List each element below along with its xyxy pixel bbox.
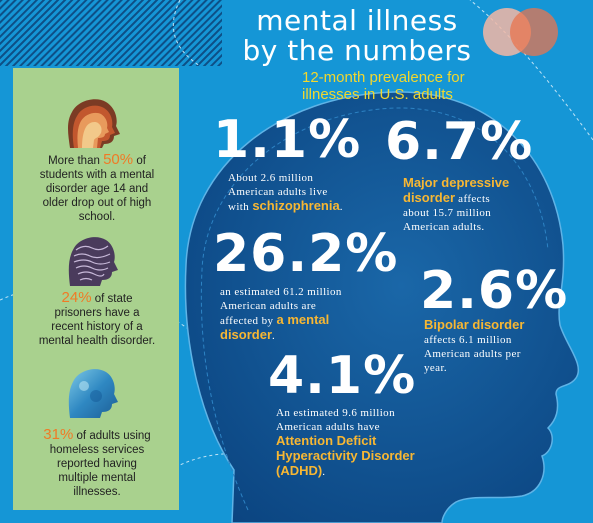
head-silhouette — [184, 91, 580, 523]
highlight-adhd-3: (ADHD) — [276, 463, 323, 478]
highlight-depression-2: disorder — [403, 190, 456, 205]
head-profile-icon — [68, 99, 120, 148]
head-inner-outline — [200, 107, 549, 511]
sidebar-item-2-text: 24% of state prisoners have a recent his… — [38, 289, 156, 347]
stat-depression-desc: Major depressive disorder affects about … — [403, 175, 510, 234]
subtitle-line-1: 12-month prevalence for — [302, 69, 465, 86]
title-line-2: by the numbers — [242, 34, 472, 67]
stat-schizophrenia-value: 1.1% — [213, 110, 362, 170]
dashed-arc-top — [172, 0, 201, 67]
highlight-mental-1: a mental — [276, 312, 330, 327]
dashed-arc-right — [469, 0, 593, 141]
highlight-mental-2: disorder — [220, 327, 273, 342]
page-title: mental illness by the numbers — [232, 6, 482, 66]
stat-adhd-desc: An estimated 9.6 million American adults… — [276, 407, 415, 478]
blue-head-icon — [68, 369, 118, 418]
sidebar-item-3-text: 31% of adults using homeless services re… — [43, 426, 151, 498]
stat-24-percent: 24% — [61, 289, 92, 306]
sidebar-item-1-text: More than 50% of students with a mental … — [39, 151, 155, 223]
stat-schizophrenia-desc: About 2.6 million American adults live w… — [228, 172, 343, 213]
stat-31-percent: 31% — [43, 426, 74, 443]
highlight-depression-1: Major depressive — [403, 175, 510, 190]
stat-bipolar-value: 2.6% — [420, 261, 569, 321]
subtitle: 12-month prevalence for illnesses in U.S… — [302, 69, 522, 103]
stat-depression-value: 6.7% — [385, 112, 534, 172]
stat-50-percent: 50% — [103, 151, 134, 168]
stat-mental-disorder-value: 26.2% — [213, 224, 399, 284]
stat-adhd-value: 4.1% — [268, 346, 417, 406]
subtitle-line-2: illnesses in U.S. adults — [302, 86, 453, 103]
brain-head-icon — [68, 237, 118, 286]
stat-mental-disorder-desc: an estimated 61.2 million American adult… — [220, 286, 342, 342]
highlight-bipolar: Bipolar disorder — [424, 317, 525, 332]
hatched-band — [0, 0, 222, 66]
highlight-adhd-1: Attention Deficit — [276, 433, 377, 448]
highlight-schizophrenia: schizophrenia — [252, 198, 340, 213]
title-line-1: mental illness — [256, 4, 458, 37]
stat-bipolar-desc: Bipolar disorder affects 6.1 million Ame… — [424, 317, 525, 375]
highlight-adhd-2: Hyperactivity Disorder — [276, 448, 415, 463]
circle-decoration-right — [510, 8, 558, 56]
